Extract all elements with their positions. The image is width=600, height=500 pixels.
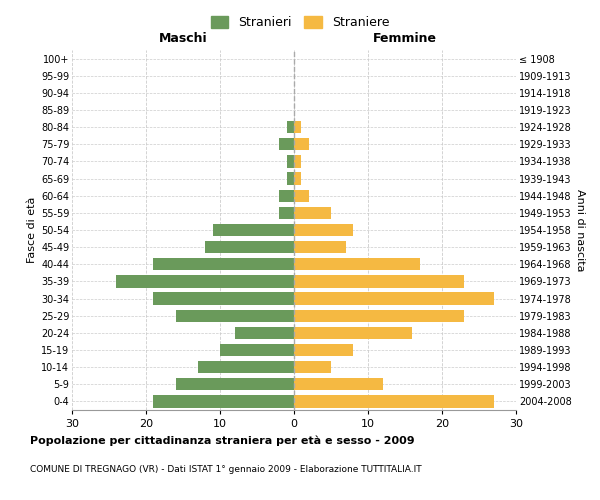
Bar bbox=[294, 190, 309, 202]
Legend: Stranieri, Straniere: Stranieri, Straniere bbox=[206, 11, 394, 34]
Bar bbox=[287, 121, 294, 134]
Bar bbox=[294, 326, 412, 339]
Y-axis label: Anni di nascita: Anni di nascita bbox=[575, 188, 586, 271]
Text: Maschi: Maschi bbox=[158, 32, 208, 45]
Bar bbox=[235, 326, 294, 339]
Bar bbox=[294, 378, 383, 390]
Bar bbox=[294, 361, 331, 374]
Bar bbox=[294, 292, 494, 304]
Bar bbox=[294, 396, 494, 407]
Bar bbox=[294, 344, 353, 356]
Text: Femmine: Femmine bbox=[373, 32, 437, 45]
Bar bbox=[154, 396, 294, 407]
Bar bbox=[279, 138, 294, 150]
Bar bbox=[116, 276, 294, 287]
Bar bbox=[294, 241, 346, 254]
Bar bbox=[212, 224, 294, 236]
Bar bbox=[220, 344, 294, 356]
Bar bbox=[294, 156, 301, 168]
Bar bbox=[294, 258, 420, 270]
Y-axis label: Fasce di età: Fasce di età bbox=[26, 197, 37, 263]
Text: COMUNE DI TREGNAGO (VR) - Dati ISTAT 1° gennaio 2009 - Elaborazione TUTTITALIA.I: COMUNE DI TREGNAGO (VR) - Dati ISTAT 1° … bbox=[30, 465, 422, 474]
Bar bbox=[287, 156, 294, 168]
Text: Popolazione per cittadinanza straniera per età e sesso - 2009: Popolazione per cittadinanza straniera p… bbox=[30, 435, 415, 446]
Bar bbox=[154, 258, 294, 270]
Bar bbox=[294, 276, 464, 287]
Bar bbox=[294, 310, 464, 322]
Bar bbox=[287, 172, 294, 184]
Bar bbox=[279, 206, 294, 219]
Bar bbox=[205, 241, 294, 254]
Bar bbox=[176, 310, 294, 322]
Bar bbox=[294, 206, 331, 219]
Bar bbox=[154, 292, 294, 304]
Bar bbox=[294, 121, 301, 134]
Bar bbox=[294, 224, 353, 236]
Bar bbox=[198, 361, 294, 374]
Bar bbox=[176, 378, 294, 390]
Bar bbox=[279, 190, 294, 202]
Bar bbox=[294, 138, 309, 150]
Bar bbox=[294, 172, 301, 184]
